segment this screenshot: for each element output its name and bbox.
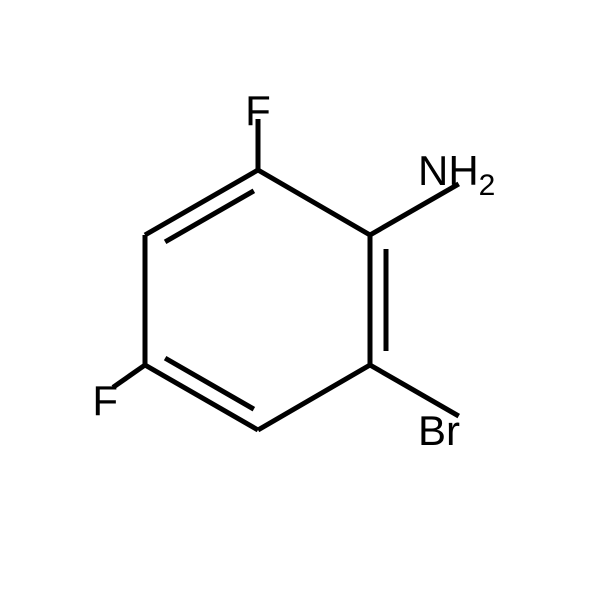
bond-line (258, 170, 370, 235)
bond-line (258, 365, 370, 430)
bond-line (145, 170, 258, 235)
molecule-diagram: NH2 Br F F (0, 0, 600, 600)
atom-label-f1: F (245, 87, 271, 134)
bond-line (145, 365, 258, 430)
atom-label-n: NH2 (418, 147, 495, 202)
atom-label-br: Br (418, 407, 460, 454)
atom-label-f2: F (92, 377, 118, 424)
